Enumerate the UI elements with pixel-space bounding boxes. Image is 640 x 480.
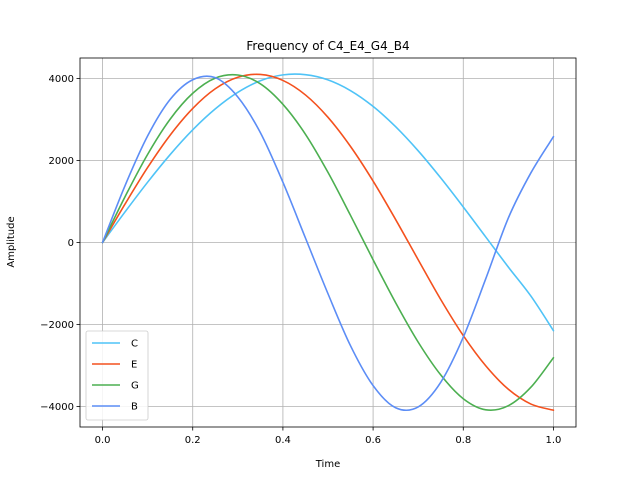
y-axis-ticks: −4000 −2000 0 2000 4000: [40, 74, 80, 413]
x-tick-label: 0.8: [455, 435, 471, 446]
x-tick-label: 1.0: [546, 435, 562, 446]
y-tick-label: 4000: [49, 74, 74, 85]
legend-label-e: E: [131, 360, 137, 371]
grid-lines: [80, 58, 576, 427]
x-tick-label: 0.6: [365, 435, 381, 446]
series-lines: [101, 73, 555, 412]
x-tick-label: 0.4: [275, 435, 291, 446]
legend-box: [85, 330, 149, 421]
chart-title: Frequency of C4_E4_G4_B4: [246, 39, 409, 53]
legend-label-b: B: [131, 402, 138, 413]
legend-label-g: G: [131, 381, 139, 392]
x-tick-label: 0.2: [185, 435, 201, 446]
y-tick-label: 0: [68, 238, 74, 249]
legend-label-c: C: [131, 339, 138, 350]
x-axis-title: Time: [315, 459, 340, 470]
series-line-g: [101, 73, 555, 411]
y-tick-label: −2000: [40, 320, 74, 331]
x-axis-ticks: 0.0 0.2 0.4 0.6 0.8 1.0: [95, 427, 562, 446]
series-line-e: [101, 73, 555, 411]
series-line-c: [101, 73, 555, 332]
y-tick-label: −4000: [40, 402, 74, 413]
x-tick-label: 0.0: [95, 435, 111, 446]
y-tick-label: 2000: [49, 156, 74, 167]
series-line-b: [101, 75, 555, 412]
y-axis-title: Amplitude: [6, 216, 17, 267]
